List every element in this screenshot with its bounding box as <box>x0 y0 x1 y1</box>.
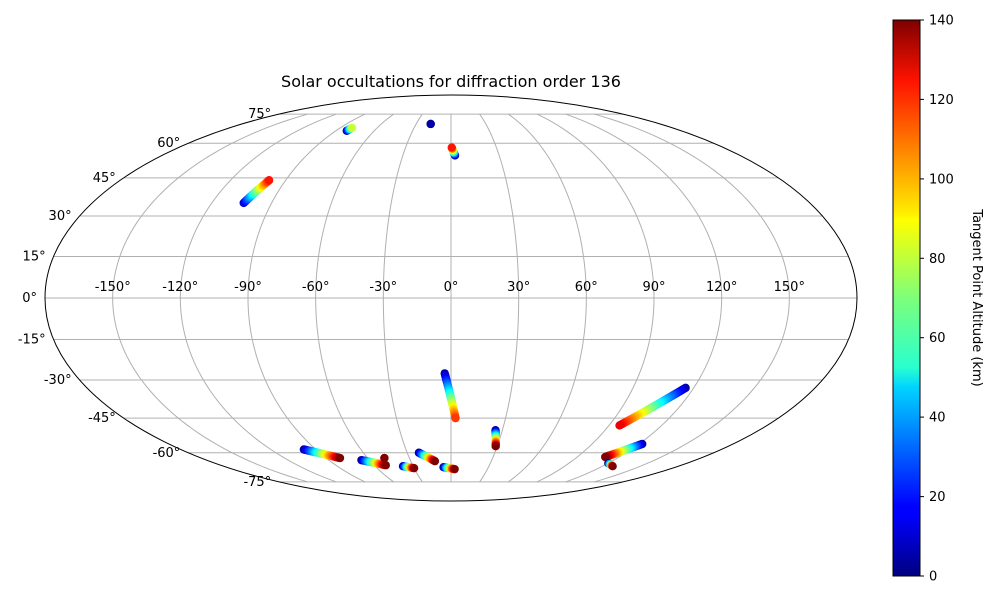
latitude-tick-label: 60° <box>157 136 180 151</box>
latitude-tick-label: 45° <box>93 171 116 186</box>
occultation-point <box>381 461 390 470</box>
chart-title: Solar occultations for diffraction order… <box>281 72 621 91</box>
map-boundary <box>44 94 858 502</box>
occultation-point <box>347 123 357 133</box>
longitude-gridline <box>382 113 423 483</box>
occultation-point <box>264 176 274 185</box>
longitude-gridline <box>594 113 790 483</box>
colorbar-tick-label: 100 <box>929 172 954 187</box>
colorbar-tick-label: 120 <box>929 93 954 108</box>
longitude-gridline <box>112 113 308 483</box>
longitude-tick-label: -150° <box>95 280 131 295</box>
longitude-tick-label: 150° <box>774 280 805 295</box>
latitude-tick-label: -30° <box>44 373 72 388</box>
occultation-point <box>450 464 459 474</box>
occultation-point <box>426 119 435 129</box>
latitude-tick-label: 30° <box>49 209 72 224</box>
longitude-tick-label: 0° <box>444 280 459 295</box>
colorbar-gradient <box>892 19 921 577</box>
longitude-gridline <box>315 113 395 483</box>
latitude-tick-label: -45° <box>88 411 116 426</box>
occultation-point <box>430 456 440 466</box>
colorbar-tick-label: 140 <box>929 14 954 29</box>
occultation-point <box>380 453 389 463</box>
longitude-gridline <box>479 113 520 483</box>
latitude-tick-label: 0° <box>22 291 37 306</box>
latitude-tick-labels: 75° 60° 45° 30° 15° 0° -15° -30° -45° -60° -75° <box>18 107 271 490</box>
occultation-point <box>608 462 617 471</box>
latitude-tick-label: -60° <box>153 446 181 461</box>
colorbar-tick-label: 20 <box>929 490 946 505</box>
longitude-gridline <box>536 113 655 483</box>
longitude-tick-label: 60° <box>575 280 598 295</box>
occultation-point <box>451 413 460 423</box>
occultation-point <box>615 421 624 430</box>
longitude-gridline <box>247 113 366 483</box>
longitude-gridline <box>507 113 587 483</box>
longitude-gridline <box>179 113 337 483</box>
occultation-point <box>491 442 500 451</box>
longitude-tick-label: -90° <box>234 280 262 295</box>
colorbar-tick-label: 60 <box>929 331 946 346</box>
longitude-tick-label: -120° <box>162 280 198 295</box>
longitude-tick-label: 30° <box>507 280 530 295</box>
occultation-point <box>447 143 456 152</box>
latitude-tick-label: 15° <box>23 249 46 264</box>
longitude-tick-label: -30° <box>369 280 397 295</box>
graticule <box>45 113 857 483</box>
latitude-tick-label: 75° <box>248 107 271 122</box>
colorbar-ticks: 0 20 40 60 80 100 120 140 <box>920 14 954 585</box>
colorbar: 0 20 40 60 80 100 120 140 Tangent Point Altitud… <box>892 14 984 585</box>
latitude-tick-label: -75° <box>243 475 271 490</box>
longitude-tick-label: 90° <box>642 280 665 295</box>
longitude-tick-label: 120° <box>706 280 737 295</box>
occultation-point <box>335 453 345 463</box>
occultation-point <box>601 452 610 462</box>
occultation-point <box>409 463 419 473</box>
colorbar-tick-label: 0 <box>929 570 937 585</box>
colorbar-tick-label: 80 <box>929 252 946 267</box>
colorbar-label: Tangent Point Altitude (km) <box>969 208 984 386</box>
longitude-tick-label: -60° <box>302 280 330 295</box>
longitude-gridline <box>565 113 723 483</box>
occultation-points <box>239 119 690 474</box>
longitude-tick-labels: -150° -120° -90° -60° -30° 0° 30° 60° 90° 120° 150… <box>95 280 805 295</box>
colorbar-tick-label: 40 <box>929 411 946 426</box>
latitude-tick-label: -15° <box>18 333 46 348</box>
